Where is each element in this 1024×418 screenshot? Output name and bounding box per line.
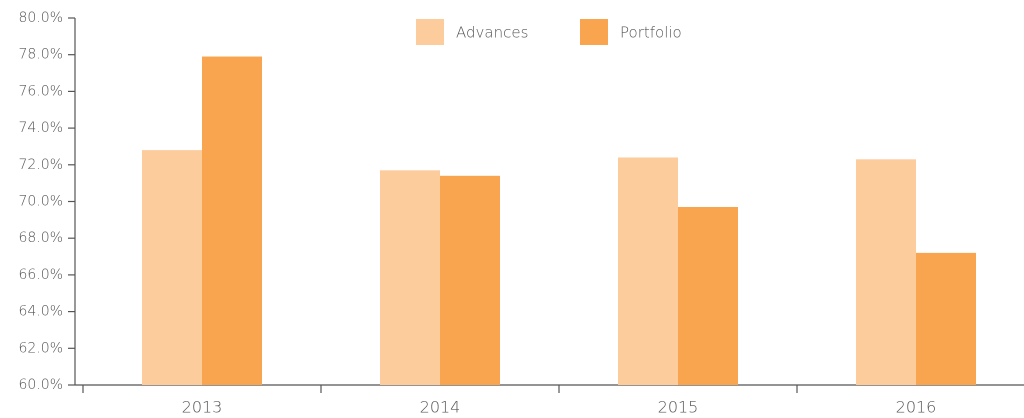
bar bbox=[380, 170, 440, 385]
bar bbox=[202, 56, 262, 385]
y-tick-label: 68.0% bbox=[19, 230, 63, 246]
x-tick-label: 2016 bbox=[896, 398, 937, 417]
x-tick-label: 2015 bbox=[658, 398, 699, 417]
legend-label: Advances bbox=[456, 24, 528, 42]
y-tick-label: 70.0% bbox=[19, 194, 63, 210]
x-tick-label: 2014 bbox=[420, 398, 461, 417]
bar bbox=[440, 175, 500, 385]
y-tick-label: 62.0% bbox=[19, 340, 63, 356]
bar bbox=[856, 159, 916, 385]
bar bbox=[142, 150, 202, 385]
x-tick-label: 2013 bbox=[182, 398, 223, 417]
y-tick-label: 72.0% bbox=[19, 157, 63, 173]
y-tick-label: 64.0% bbox=[19, 304, 63, 320]
legend-label: Portfolio bbox=[620, 24, 682, 42]
y-tick-label: 76.0% bbox=[19, 83, 63, 99]
legend-swatch bbox=[416, 19, 444, 45]
legend-swatch bbox=[580, 19, 608, 45]
bar bbox=[916, 252, 976, 385]
y-tick-label: 66.0% bbox=[19, 267, 63, 283]
bar bbox=[618, 157, 678, 385]
bar bbox=[678, 207, 738, 385]
y-tick-label: 80.0% bbox=[19, 10, 63, 26]
y-tick-label: 74.0% bbox=[19, 120, 63, 136]
y-tick-label: 78.0% bbox=[19, 47, 63, 63]
y-tick-label: 60.0% bbox=[19, 377, 63, 393]
